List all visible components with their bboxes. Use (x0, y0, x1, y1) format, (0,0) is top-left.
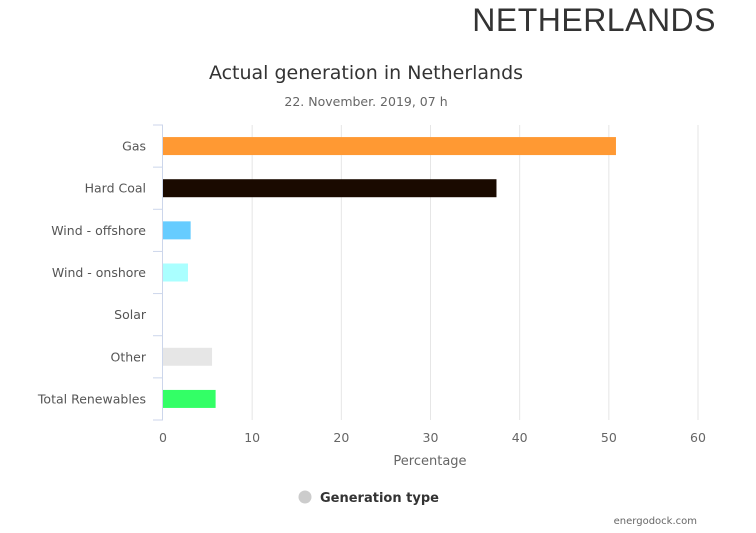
x-axis-title: Percentage (393, 454, 466, 469)
x-tick-label: 60 (690, 430, 706, 445)
x-tick-label: 20 (333, 430, 349, 445)
bar[interactable] (163, 347, 213, 366)
x-tick-label: 10 (244, 430, 260, 445)
legend-label[interactable]: Generation type (320, 491, 439, 506)
x-tick-label: 40 (512, 430, 528, 445)
category-label: Solar (114, 307, 147, 322)
category-label: Gas (122, 139, 146, 154)
bar[interactable] (163, 221, 191, 240)
category-labels: Gas Hard Coal Wind - offshore Wind - onshor… (37, 139, 147, 407)
legend[interactable]: Generation type (298, 490, 440, 507)
bar-series (163, 137, 616, 408)
category-label: Total Renewables (37, 391, 146, 406)
bar[interactable] (163, 179, 497, 198)
category-label: Hard Coal (85, 181, 146, 196)
x-tick-label: 30 (423, 430, 439, 445)
category-label: Wind - onshore (52, 265, 146, 280)
x-tick-label: 50 (601, 430, 617, 445)
credit-link[interactable]: energodock.com (614, 516, 697, 527)
bar[interactable] (163, 389, 216, 408)
legend-marker-icon[interactable] (298, 490, 312, 504)
grid-lines (153, 124, 699, 421)
x-tick-label: 0 (159, 430, 167, 445)
country-heading: NETHERLANDS (472, 2, 716, 38)
category-label: Wind - offshore (51, 223, 146, 238)
x-tick-labels: 0 10 20 30 40 50 60 (159, 430, 706, 445)
chart-title: Actual generation in Netherlands (209, 62, 523, 84)
chart-subtitle: 22. November. 2019, 07 h (284, 94, 447, 109)
bar[interactable] (163, 137, 616, 156)
category-label: Other (111, 349, 147, 364)
bar[interactable] (163, 263, 188, 282)
